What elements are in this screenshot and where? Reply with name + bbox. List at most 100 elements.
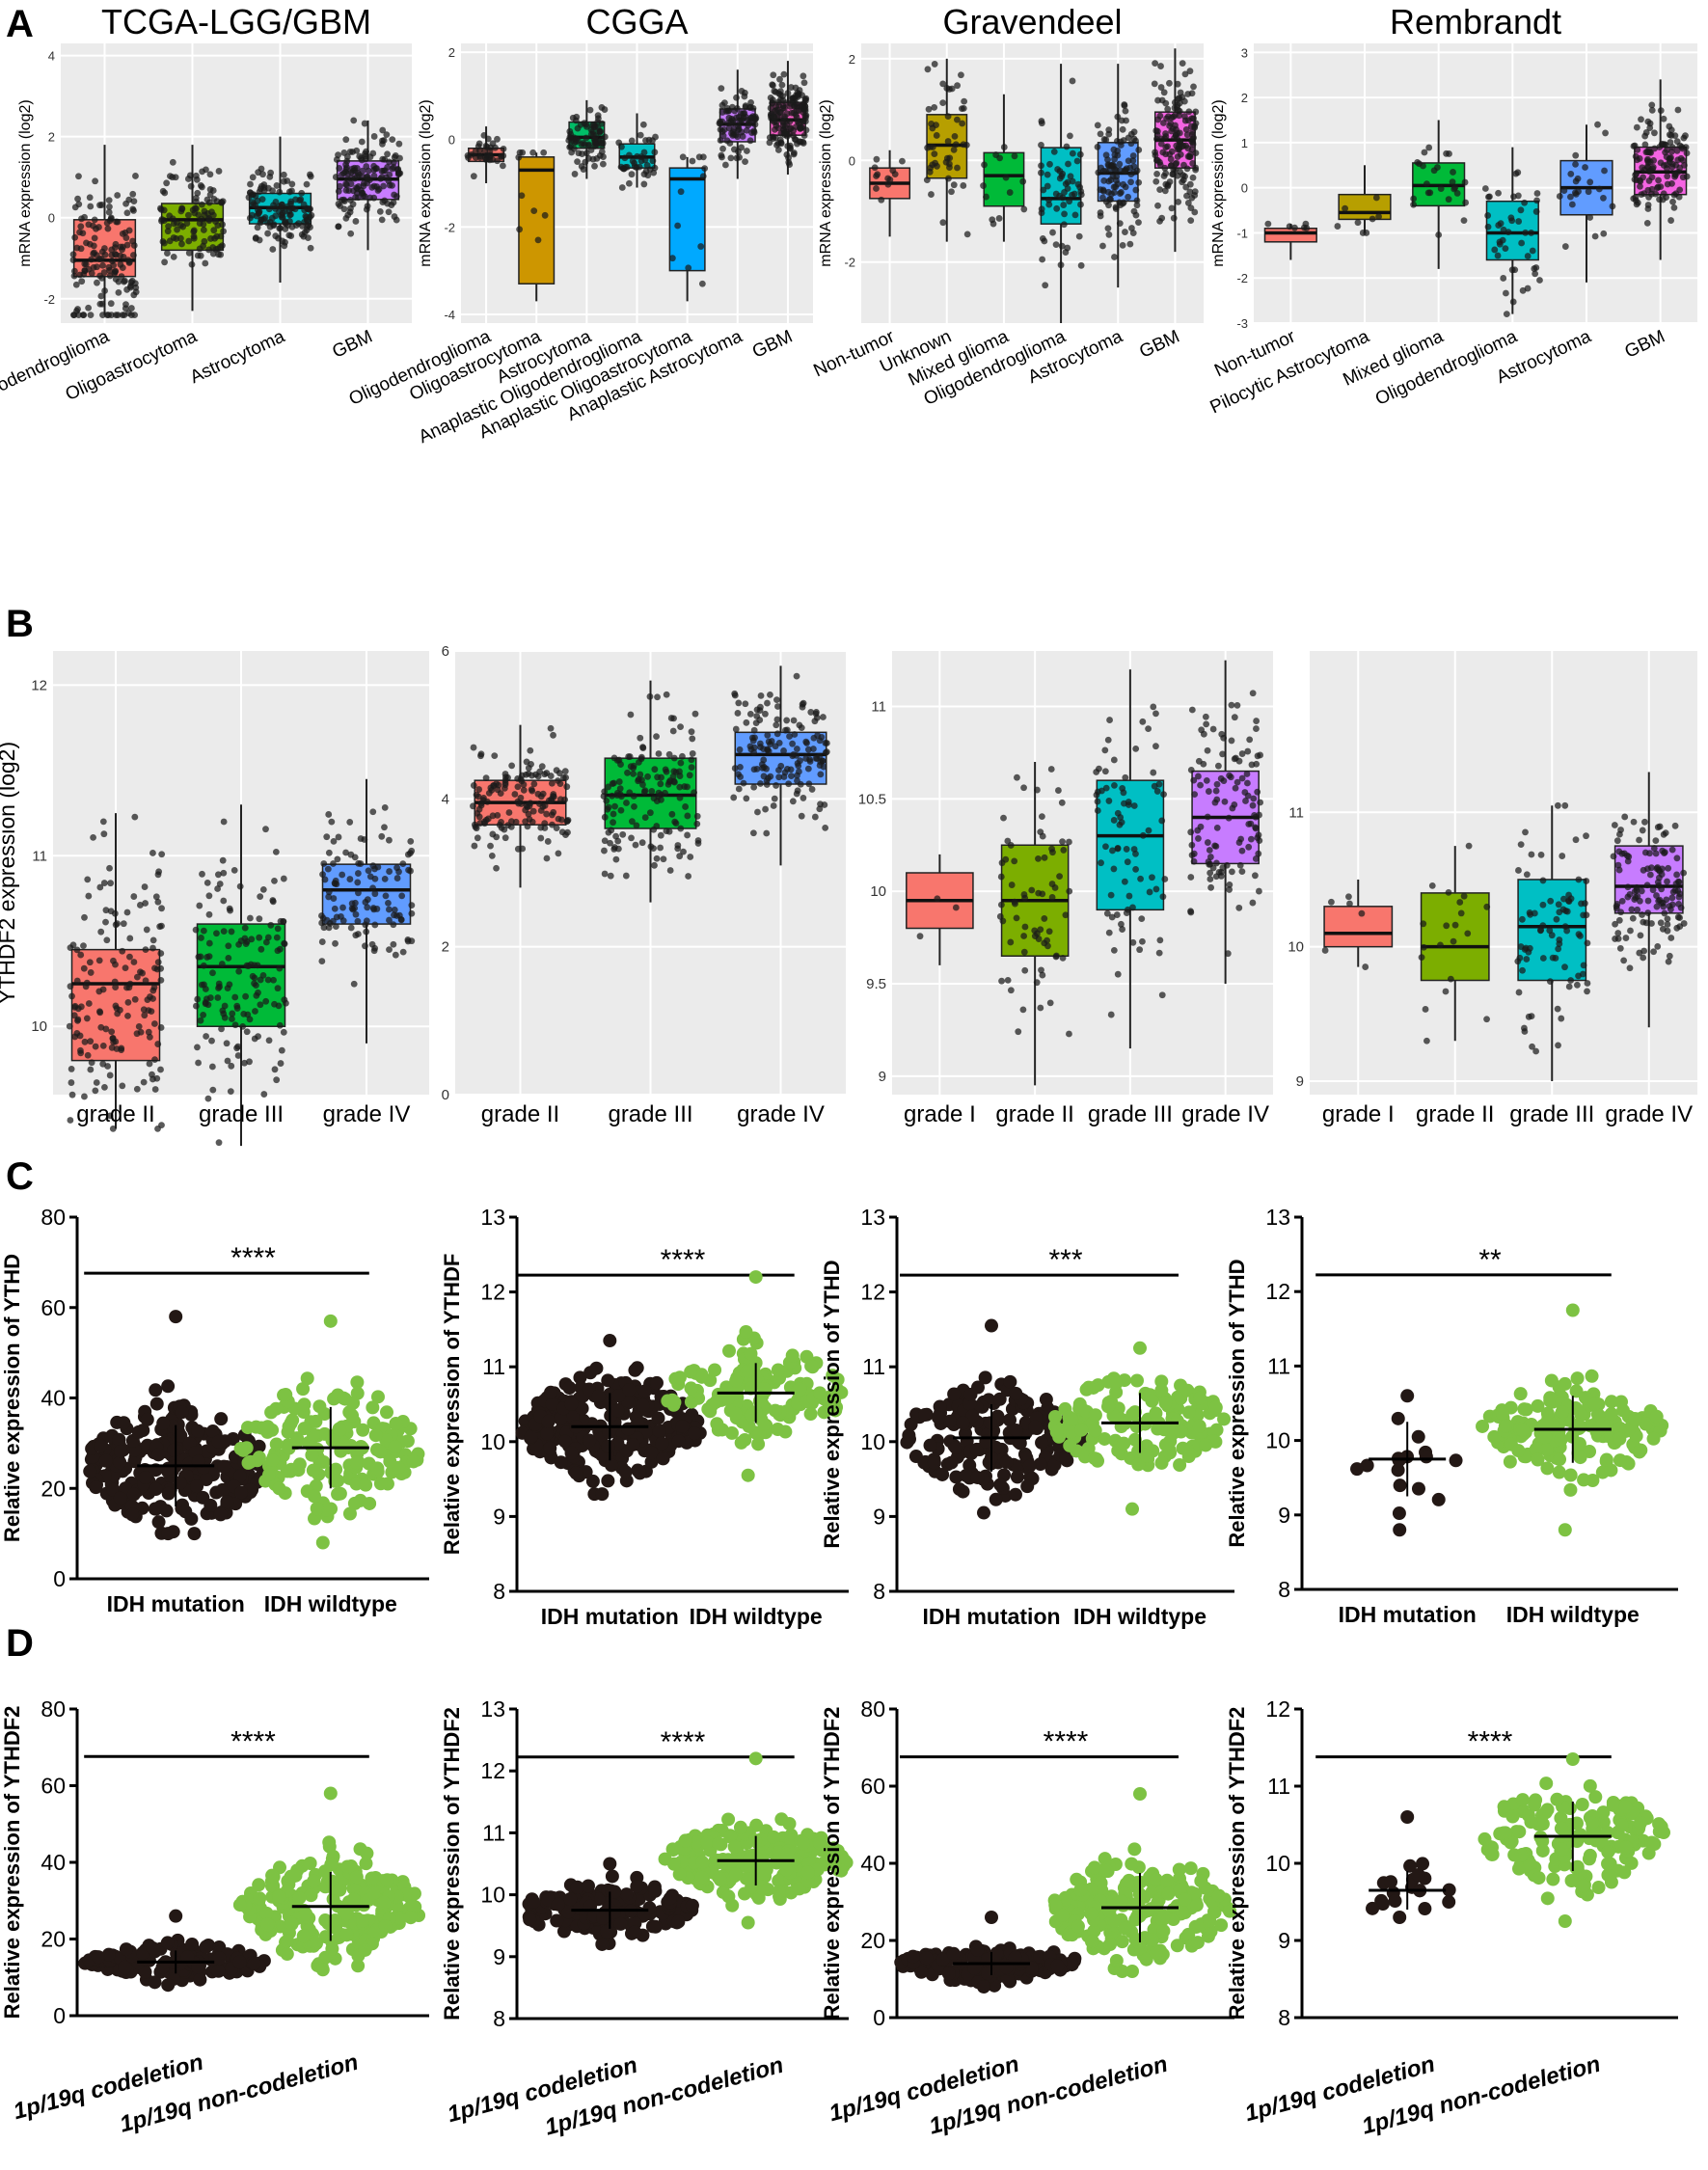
data-point <box>1519 286 1527 294</box>
data-point <box>1066 887 1073 895</box>
data-point <box>777 140 785 148</box>
data-point <box>1097 209 1104 216</box>
data-point <box>259 971 267 979</box>
data-point <box>627 763 635 771</box>
data-point <box>817 771 825 778</box>
data-point <box>751 113 759 121</box>
data-point <box>288 180 296 188</box>
data-point <box>1081 1380 1096 1395</box>
data-point <box>694 840 702 847</box>
data-point <box>105 197 113 204</box>
data-point <box>197 252 204 259</box>
data-point <box>793 790 800 798</box>
data-point <box>1232 784 1239 792</box>
data-point <box>276 964 284 972</box>
data-point <box>149 1482 163 1497</box>
data-point <box>1188 194 1196 202</box>
data-point <box>1007 987 1015 994</box>
data-point <box>318 938 326 945</box>
data-point <box>480 794 487 801</box>
data-point <box>126 980 134 988</box>
data-point <box>85 1000 93 1007</box>
data-point <box>786 118 794 125</box>
data-point <box>154 959 162 966</box>
data-point <box>1646 871 1654 879</box>
data-point <box>1225 814 1233 822</box>
data-point <box>82 983 90 990</box>
data-point <box>1372 194 1380 202</box>
data-point <box>129 205 137 213</box>
data-point <box>489 140 497 148</box>
data-point <box>247 189 254 197</box>
data-point <box>1102 151 1110 159</box>
data-point <box>193 1972 207 1987</box>
data-point <box>1100 176 1108 184</box>
data-point <box>1654 942 1662 950</box>
data-point <box>266 173 274 180</box>
y-tick-label: 0 <box>48 211 55 226</box>
data-point <box>1065 160 1071 168</box>
data-point <box>1188 131 1196 138</box>
data-point <box>569 1466 583 1480</box>
data-point <box>203 879 211 886</box>
data-point <box>626 789 634 797</box>
data-point <box>1633 176 1640 184</box>
data-point <box>272 199 280 205</box>
data-point <box>326 920 334 927</box>
data-point <box>1149 874 1155 882</box>
data-point <box>1185 108 1193 116</box>
data-point <box>1125 1502 1139 1516</box>
data-point <box>1461 178 1469 186</box>
data-point <box>163 179 171 187</box>
data-point <box>1628 906 1636 913</box>
data-point <box>1647 149 1655 156</box>
significance-stars: **** <box>230 1242 276 1274</box>
data-point <box>109 1125 117 1132</box>
data-point <box>1077 201 1084 208</box>
data-point <box>407 837 415 845</box>
data-point <box>800 132 808 139</box>
data-point <box>805 1360 820 1374</box>
data-point <box>383 174 390 181</box>
data-point <box>1228 701 1235 709</box>
data-point <box>353 164 361 172</box>
data-point <box>760 756 768 764</box>
data-point <box>319 871 326 879</box>
data-point <box>1161 187 1169 195</box>
data-point <box>191 1424 205 1438</box>
data-point <box>269 897 277 904</box>
data-point <box>1212 843 1220 850</box>
data-point <box>1212 873 1220 881</box>
data-point <box>249 211 256 219</box>
data-point <box>164 250 171 257</box>
data-point <box>1022 1458 1037 1473</box>
data-point <box>1114 113 1122 121</box>
data-point <box>217 243 224 251</box>
data-point <box>1037 1004 1044 1012</box>
data-point <box>1158 991 1166 999</box>
data-point <box>1152 151 1159 159</box>
data-point <box>125 227 133 234</box>
data-point <box>1187 217 1195 225</box>
x-tick-label: IDH mutation <box>922 1604 1060 1629</box>
data-point <box>112 961 119 968</box>
data-point <box>1552 1465 1566 1479</box>
data-point <box>502 771 509 777</box>
data-point <box>1645 168 1653 176</box>
data-point <box>1119 125 1126 133</box>
data-point <box>1423 180 1430 188</box>
data-point <box>609 780 616 787</box>
data-point <box>1334 223 1342 230</box>
data-point <box>948 85 956 93</box>
data-point <box>233 1442 248 1456</box>
data-point <box>332 174 339 180</box>
data-point <box>596 127 603 135</box>
data-point <box>218 1025 225 1033</box>
data-point <box>1680 134 1688 142</box>
data-point <box>74 1017 81 1024</box>
data-point <box>369 808 377 816</box>
data-point <box>1643 157 1651 165</box>
data-point <box>644 172 652 179</box>
data-point <box>80 942 87 950</box>
